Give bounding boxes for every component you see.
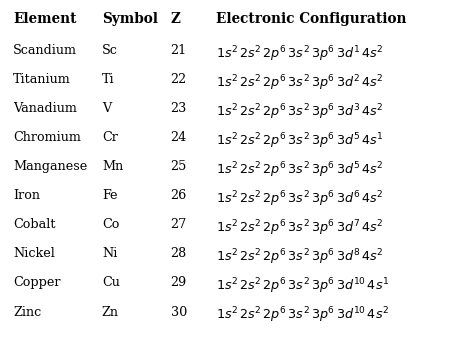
Text: $1s^{2}\,2s^{2}\,2p^{6}\,3s^{2}\,3p^{6}\,3d^{5}\,4s^{2}$: $1s^{2}\,2s^{2}\,2p^{6}\,3s^{2}\,3p^{6}\…	[216, 160, 383, 180]
Text: 22: 22	[171, 73, 187, 86]
Text: Manganese: Manganese	[13, 160, 88, 173]
Text: Z: Z	[171, 12, 181, 26]
Text: Electronic Configuration: Electronic Configuration	[216, 12, 406, 26]
Text: Co: Co	[102, 218, 119, 231]
Text: 24: 24	[171, 131, 187, 144]
Text: 21: 21	[171, 44, 187, 57]
Text: 23: 23	[171, 102, 187, 115]
Text: Copper: Copper	[13, 276, 61, 289]
Text: 30: 30	[171, 306, 187, 318]
Text: Sc: Sc	[102, 44, 118, 57]
Text: Titanium: Titanium	[13, 73, 71, 86]
Text: 25: 25	[171, 160, 187, 173]
Text: $1s^{2}\,2s^{2}\,2p^{6}\,3s^{2}\,3p^{6}\,3d^{1}\,4s^{2}$: $1s^{2}\,2s^{2}\,2p^{6}\,3s^{2}\,3p^{6}\…	[216, 44, 383, 64]
Text: 26: 26	[171, 189, 187, 202]
Text: Iron: Iron	[13, 189, 40, 202]
Text: $1s^{2}\,2s^{2}\,2p^{6}\,3s^{2}\,3p^{6}\,3d^{6}\,4s^{2}$: $1s^{2}\,2s^{2}\,2p^{6}\,3s^{2}\,3p^{6}\…	[216, 189, 383, 209]
Text: Cu: Cu	[102, 276, 120, 289]
Text: 29: 29	[171, 276, 187, 289]
Text: V: V	[102, 102, 111, 115]
Text: Chromium: Chromium	[13, 131, 81, 144]
Text: Element: Element	[13, 12, 77, 26]
Text: $1s^{2}\,2s^{2}\,2p^{6}\,3s^{2}\,3p^{6}\,3d^{8}\,4s^{2}$: $1s^{2}\,2s^{2}\,2p^{6}\,3s^{2}\,3p^{6}\…	[216, 247, 383, 267]
Text: Mn: Mn	[102, 160, 123, 173]
Text: Fe: Fe	[102, 189, 118, 202]
Text: Ni: Ni	[102, 247, 117, 260]
Text: $1s^{2}\,2s^{2}\,2p^{6}\,3s^{2}\,3p^{6}\,3d^{5}\,4s^{1}$: $1s^{2}\,2s^{2}\,2p^{6}\,3s^{2}\,3p^{6}\…	[216, 131, 383, 151]
Text: $1s^{2}\,2s^{2}\,2p^{6}\,3s^{2}\,3p^{6}\,3d^{10}\,4s^{2}$: $1s^{2}\,2s^{2}\,2p^{6}\,3s^{2}\,3p^{6}\…	[216, 306, 389, 325]
Text: Ti: Ti	[102, 73, 115, 86]
Text: Nickel: Nickel	[13, 247, 55, 260]
Text: Scandium: Scandium	[13, 44, 77, 57]
Text: $1s^{2}\,2s^{2}\,2p^{6}\,3s^{2}\,3p^{6}\,3d^{10}\,4s^{1}$: $1s^{2}\,2s^{2}\,2p^{6}\,3s^{2}\,3p^{6}\…	[216, 276, 389, 296]
Text: Vanadium: Vanadium	[13, 102, 77, 115]
Text: Symbol: Symbol	[102, 12, 158, 26]
Text: $1s^{2}\,2s^{2}\,2p^{6}\,3s^{2}\,3p^{6}\,3d^{2}\,4s^{2}$: $1s^{2}\,2s^{2}\,2p^{6}\,3s^{2}\,3p^{6}\…	[216, 73, 383, 93]
Text: 28: 28	[171, 247, 187, 260]
Text: 27: 27	[171, 218, 187, 231]
Text: $1s^{2}\,2s^{2}\,2p^{6}\,3s^{2}\,3p^{6}\,3d^{3}\,4s^{2}$: $1s^{2}\,2s^{2}\,2p^{6}\,3s^{2}\,3p^{6}\…	[216, 102, 383, 122]
Text: $1s^{2}\,2s^{2}\,2p^{6}\,3s^{2}\,3p^{6}\,3d^{7}\,4s^{2}$: $1s^{2}\,2s^{2}\,2p^{6}\,3s^{2}\,3p^{6}\…	[216, 218, 383, 238]
Text: Zinc: Zinc	[13, 306, 42, 318]
Text: Zn: Zn	[102, 306, 119, 318]
Text: Cobalt: Cobalt	[13, 218, 56, 231]
Text: Cr: Cr	[102, 131, 118, 144]
